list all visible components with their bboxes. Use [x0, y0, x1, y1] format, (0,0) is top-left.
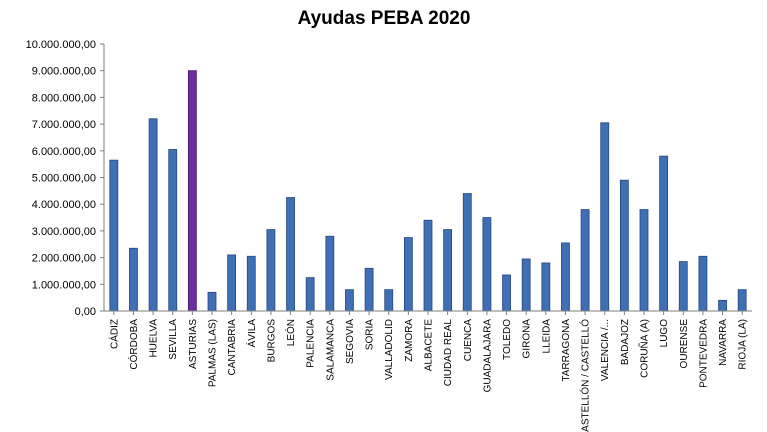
- x-tick-label: ÁVILA: [245, 319, 258, 348]
- x-tick-label: ASTURIAS: [188, 319, 199, 369]
- bar-13: [364, 267, 374, 312]
- y-tick-label: 3.000.000,00: [32, 226, 96, 238]
- bar-20: [502, 274, 511, 312]
- x-tick-label: HUELVA: [149, 319, 160, 358]
- bar-1: [129, 247, 138, 312]
- bar-0: [109, 159, 119, 312]
- bar-21: [521, 258, 531, 312]
- bar-24: [580, 209, 590, 312]
- x-tick-label: PALENCIA: [306, 319, 317, 368]
- x-tick-label: LLEIDA: [541, 319, 552, 354]
- bar-17: [443, 229, 453, 312]
- bar-2: [148, 118, 158, 312]
- x-tick-label: NAVARRA: [718, 319, 729, 366]
- x-tick-label: CANTABRIA: [227, 319, 238, 376]
- x-tick-label: CÓRDOBA: [127, 319, 140, 370]
- bar-18: [462, 193, 472, 312]
- bar-16: [423, 219, 433, 312]
- bars: [109, 70, 747, 312]
- x-tick-label: TOLEDO: [502, 319, 513, 360]
- x-tick-label: CUENCA: [463, 319, 474, 362]
- x-tick-label: LEÓN: [284, 319, 297, 346]
- y-tick-label: 0,00: [75, 306, 96, 318]
- x-tick-label: PONTEVEDRA: [698, 319, 709, 388]
- x-tick-label: OURENSE: [679, 319, 690, 369]
- bar-23: [561, 242, 570, 312]
- y-tick-label: 1.000.000,00: [32, 279, 96, 291]
- y-tick-label: 9.000.000,00: [32, 66, 96, 78]
- y-tick-label: 5.000.000,00: [32, 173, 96, 185]
- bar-30: [698, 255, 708, 312]
- y-tick-label: 6.000.000,00: [32, 146, 96, 158]
- bar-26: [619, 179, 629, 312]
- x-tick-label: TARRAGONA: [561, 319, 572, 382]
- bar-4: [187, 70, 197, 312]
- y-tick-label: 10.000.000,00: [26, 39, 96, 51]
- bar-27: [639, 209, 649, 312]
- x-tick-label: CIUDAD REAL: [443, 319, 454, 387]
- bar-25: [600, 122, 610, 312]
- y-axis: 0,00 1.000.000,00 2.000.000,00 3.000.000,00…: [26, 39, 105, 318]
- bar-10: [305, 277, 315, 312]
- bar-31: [718, 299, 727, 312]
- x-tick-label: PALMAS (LAS): [208, 319, 219, 387]
- x-tick-label: VALENCIA /...: [600, 319, 611, 381]
- bar-15: [403, 237, 413, 312]
- bar-3: [168, 149, 178, 312]
- x-tick-label: CASTELLÓN / CASTELLÓ: [579, 319, 592, 432]
- bar-6: [227, 254, 237, 312]
- bar-19: [482, 217, 492, 312]
- x-tick-label: ZAMORA: [404, 319, 415, 362]
- x-tick-label: VALLADOLID: [384, 319, 395, 380]
- y-tick-label: 7.000.000,00: [32, 119, 96, 131]
- y-tick-label: 2.000.000,00: [32, 253, 96, 265]
- x-tick-label: BURGOS: [266, 319, 277, 363]
- bar-28: [659, 155, 669, 312]
- bar-5: [207, 291, 217, 312]
- x-tick-label: SEVILLA: [168, 319, 179, 360]
- bar-7: [246, 255, 256, 312]
- bar-32: [737, 289, 747, 312]
- bar-8: [266, 229, 276, 312]
- bar-22: [541, 262, 551, 312]
- x-tick-label: RIOJA (LA): [738, 319, 749, 370]
- x-tick-label: LUGO: [659, 319, 670, 348]
- bar-11: [325, 235, 335, 312]
- x-axis: CÁDIZ CÓRDOBA HUELVA SEVILLA ASTURIAS PALMAS …: [104, 310, 752, 432]
- x-tick-label: GIRONA: [522, 319, 533, 359]
- x-tick-label: CORUÑA (A): [638, 319, 651, 378]
- x-tick-label: BADAJOZ: [620, 319, 631, 365]
- bar-9: [286, 197, 295, 312]
- chart-title: Ayudas PEBA 2020: [298, 8, 471, 29]
- bar-12: [345, 289, 354, 312]
- bar-29: [678, 261, 688, 312]
- x-tick-label: SEGOVIA: [345, 319, 356, 364]
- x-tick-label: CÁDIZ: [107, 319, 120, 349]
- x-tick-label: SORIA: [365, 319, 376, 350]
- bar-14: [384, 289, 394, 312]
- x-tick-label: ALBACETE: [424, 319, 435, 372]
- y-tick-label: 4.000.000,00: [32, 199, 96, 211]
- x-tick-label: SALAMANCA: [325, 319, 336, 381]
- y-tick-label: 8.000.000,00: [32, 92, 96, 104]
- x-tick-label: GUADALAJARA: [482, 319, 493, 393]
